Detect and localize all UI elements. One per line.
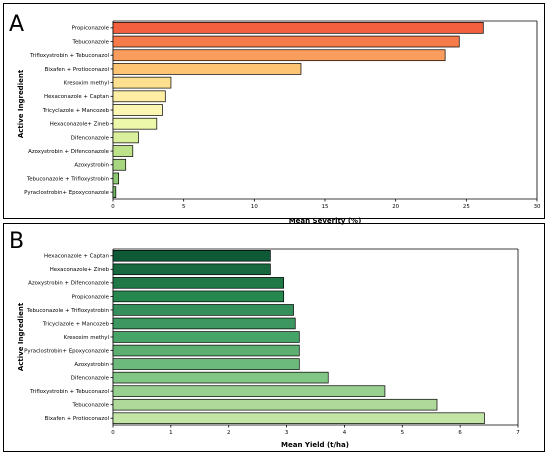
panel-b-frame [3,223,545,452]
panel-b-x-tick-label: 0 [111,430,115,436]
panel-b-bar [112,358,300,370]
panel-a-frame [3,3,545,219]
panel-a-plot: Propiconazole Tebuconazole Trifloxystrobin… [24,20,541,210]
panel-b-category-label: Tebuconazole [72,403,110,409]
panel-a-y-axis-title: Active Ingredient [17,69,25,138]
panel-a-category-label: Azoxystrobin + Difenconazole [28,149,110,155]
panel-a-category-label: Tebuconazole [72,39,110,45]
panel-a-x-tick-label: 25 [463,204,470,210]
panel-a-category-label: Hexaconazole + Captan [44,94,109,100]
panel-b-x-tick-label: 5 [401,430,404,436]
panel-a-category-label: Azoxystrobin [74,163,109,169]
panel-a-x-tick-label: 0 [111,204,115,210]
panel-b-category-label: Bixafen + Protioconazol [45,416,109,422]
panel-b-bar [112,344,300,357]
panel-b-bar [112,412,485,424]
panel-b-x-tick-label: 6 [458,430,462,436]
panel-a-bar [112,35,460,48]
panel-a-x-tick-label: 10 [251,204,258,210]
panel-b-category-label: Propiconazole [72,294,110,300]
panel-a-x-axis-title: Mean Severity (%) [289,217,362,225]
panel-a-bar [112,104,163,116]
panel-a-bar [112,76,172,89]
panel-b-letter: B [9,229,24,254]
panel-b-category-label: Tebuconazole + Trifloxystrobin [26,308,109,314]
panel-b-bar [112,371,329,384]
panel-a-category-label: Bixafen + Protioconazol [45,67,109,73]
panel-b-bar [112,250,271,262]
panel-b-x-tick-label: 4 [343,430,347,436]
panel-b-y-axis-title: Active Ingredient [17,302,25,371]
panel-b-bar [112,277,285,289]
panel-a-category-label: Tricyclazole + Mancozeb [42,108,110,114]
panel-b-bar [112,398,438,411]
panel-a-bar [112,158,127,171]
panel-b-x-tick-label: 7 [516,430,519,436]
panel-a-category-label: Difenconazole [71,135,110,141]
panel-b-category-label: Hexaconazole+ Zineb [50,267,110,273]
panel-a-bar [112,22,484,34]
panel-b-category-label: Azoxystrobin + Difenconazole [28,281,110,287]
panel-a-bar [112,63,302,75]
panel-a-x-tick-label: 5 [182,204,185,210]
panel-a-x-tick-label: 15 [322,204,329,210]
panel-a-letter: A [9,12,24,37]
panel-b-x-tick-label: 2 [227,430,230,436]
panel-b-category-label: Azoxystrobin [74,362,109,368]
panel-b-bar [112,331,300,343]
panel-b-category-label: Pyraclostrobin+ Epoxyconazole [24,348,110,354]
panel-a-category-label: Propiconazole [72,26,110,32]
panel-a-category-label: Kresoxim methyl [64,81,109,87]
panel-a-bar [112,145,134,157]
panel-b-category-label: Hexaconazole + Captan [44,254,109,260]
panel-a-category-label: Trifloxystrobin + Tebuconazol [29,53,109,59]
panel-b-category-label: Tricyclazole + Mancozeb [42,321,110,327]
panel-b-plot: Hexaconazole + Captan Hexaconazole+ Zineb… [24,248,520,436]
panel-b-x-tick-label: 3 [285,430,288,436]
panel-a-bar [112,186,117,198]
panel-b-category-label: Difenconazole [71,376,110,382]
panel-a-bar [112,90,166,103]
panel-b-category-label: Trifloxystrobin + Tebuconazol [29,389,109,395]
panel-a-bar [112,131,139,144]
panel-b-bar [112,290,285,303]
panel-b-category-label: Kresoxim methyl [64,335,109,341]
panel-b-bar [112,304,294,316]
panel-b-x-axis-title: Mean Yield (t/ha) [281,441,349,449]
panel-a-category-label: Tebuconazole + Trifloxystrobin [26,176,109,182]
panel-b-bar [112,263,271,276]
panel-a-bar [112,117,158,130]
panel-a-x-tick-label: 20 [392,204,399,210]
panel-a: A Propiconazole Tebuconazole Trifloxystrob… [3,3,545,225]
panel-a-bar [112,172,120,185]
panel-b-bar [112,385,386,397]
panel-b: B Hexaconazole + Captan Hexaconazole+ Zin… [3,223,545,452]
panel-a-category-label: Hexaconazole+ Zineb [50,122,110,128]
panel-b-bar [112,317,296,330]
panel-a-category-label: Pyraclostrobin+ Epoxyconazole [24,190,110,196]
panel-a-x-tick-label: 30 [534,204,541,210]
panel-b-x-tick-label: 1 [169,430,172,436]
panel-a-bar [112,49,446,62]
